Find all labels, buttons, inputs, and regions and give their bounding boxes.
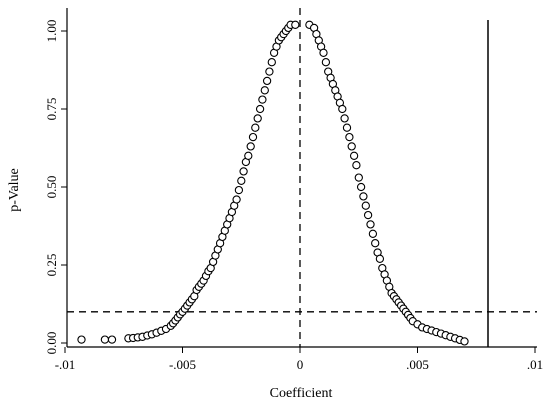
data-point [460, 337, 469, 346]
data-point [340, 114, 349, 123]
data-point [260, 86, 269, 95]
data-point [244, 151, 253, 160]
data-point [366, 220, 375, 229]
data-point [291, 20, 300, 29]
data-point [258, 95, 267, 104]
x-tick-label: .005 [406, 357, 429, 372]
reference-lines [67, 8, 537, 347]
data-point [356, 182, 366, 192]
x-tick-label: 0 [297, 357, 304, 372]
data-point [354, 173, 363, 182]
data-point [253, 114, 262, 123]
data-point [262, 76, 272, 86]
data-point [375, 254, 385, 263]
data-point [359, 192, 368, 201]
y-axis-label: p-Value [7, 168, 22, 212]
y-axis: 0.00 0.25 0.50 0.75 1.00 [44, 20, 67, 355]
y-tick-label: 0.75 [44, 98, 59, 121]
x-tick-label: -.005 [169, 357, 196, 372]
data-point [107, 335, 117, 344]
data-point [321, 58, 331, 67]
x-tick-label: .01 [527, 357, 543, 372]
x-axis: -.01 -.005 0 .005 .01 [55, 347, 543, 372]
data-point [319, 48, 328, 57]
data-point [77, 335, 86, 344]
data-point [248, 132, 258, 142]
data-point [368, 229, 378, 238]
data-point [345, 132, 354, 142]
data-point [265, 67, 274, 76]
data-point [232, 195, 241, 204]
data-point [234, 185, 244, 195]
y-tick-label: 0.00 [44, 332, 59, 355]
data-point [371, 239, 380, 248]
data-point [352, 161, 361, 170]
data-point [251, 123, 260, 132]
y-tick-label: 0.50 [44, 176, 59, 199]
data-point [246, 142, 255, 151]
data-point [347, 142, 356, 151]
data-point [363, 210, 373, 220]
x-tick-label: -.01 [55, 357, 76, 372]
data-point [237, 176, 246, 185]
data-point [267, 58, 276, 67]
data-point [100, 335, 110, 344]
data-point [349, 151, 359, 160]
data-point [338, 104, 347, 114]
plot-frame [66, 8, 537, 348]
y-tick-label: 0.25 [44, 254, 59, 277]
data-point [255, 104, 265, 114]
y-tick-label: 1.00 [44, 20, 59, 43]
data-point [239, 167, 248, 176]
data-point [361, 201, 370, 210]
x-axis-label: Coefficient [270, 386, 333, 401]
data-points [77, 20, 469, 346]
data-point [342, 123, 352, 132]
